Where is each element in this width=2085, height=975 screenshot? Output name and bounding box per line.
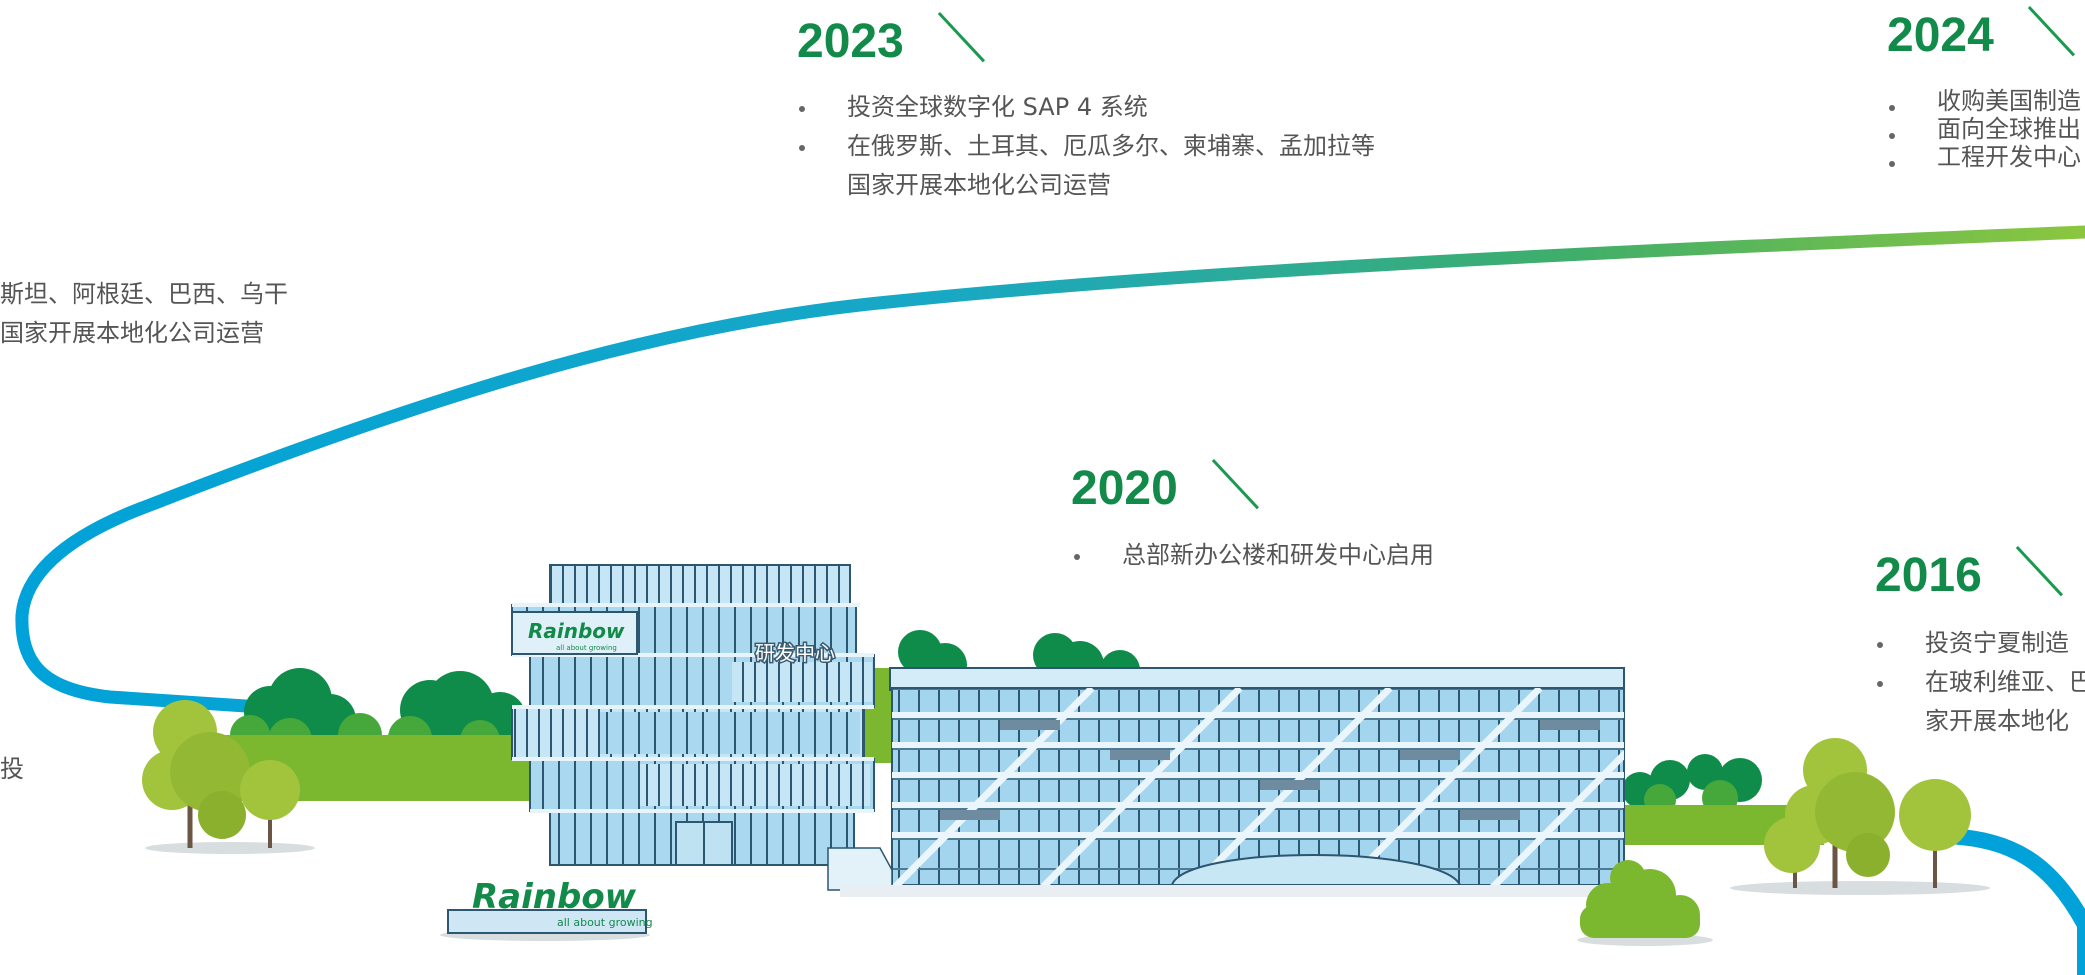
year-2024-item-2: 面向全球推出: [1887, 115, 2081, 143]
rd-center-sign: 研发中心: [755, 641, 835, 665]
timeline-road-lower: [1942, 828, 2085, 975]
year-2023-label: 2023: [797, 15, 904, 68]
year-2024-item-1: 收购美国制造: [1887, 87, 2081, 115]
ground-logo-sign: Rainbow all about growing: [440, 877, 653, 941]
tower-logo-text: Rainbow: [528, 619, 625, 643]
tower-logo-tagline: all about growing: [556, 644, 617, 652]
year-2016-item-2: 在玻利维亚、巴: [1875, 663, 2085, 702]
year-2016-label: 2016: [1875, 549, 1982, 602]
year-2023-item-1: 投资全球数字化 SAP 4 系统: [797, 88, 1375, 127]
rd-tower: Rainbow all about growing 研发中心: [511, 564, 875, 866]
year-2023-list: 投资全球数字化 SAP 4 系统 在俄罗斯、土耳其、厄瓜多尔、柬埔寨、孟加拉等 …: [797, 88, 1375, 205]
year-2016-list: 投资宁夏制造 在玻利维亚、巴 家开展本地化: [1875, 624, 2085, 741]
ground-logo-text: Rainbow: [472, 877, 637, 917]
year-2024-label: 2024: [1887, 9, 1994, 62]
trees-right: [1730, 738, 1990, 895]
year-2016-item-1: 投资宁夏制造: [1875, 624, 2085, 663]
left-fragment-line-3: 投: [0, 755, 24, 783]
year-2020-label: 2020: [1071, 462, 1178, 515]
year-2024-item-3: 工程开发中心: [1887, 143, 2081, 171]
left-fragment-line-1: 斯坦、阿根廷、巴西、乌干: [0, 280, 288, 308]
ground-logo-tagline: all about growing: [557, 916, 653, 929]
bush-front: [1577, 860, 1713, 946]
year-2020-list: 总部新办公楼和研发中心启用: [1072, 536, 1434, 575]
left-fragment-line-2: 国家开展本地化公司运营: [0, 319, 264, 347]
hq-building: [827, 667, 1630, 897]
year-2020-item-1: 总部新办公楼和研发中心启用: [1072, 536, 1434, 575]
timeline-road-upper: [15, 225, 2085, 714]
year-2016-item-2-cont: 家开展本地化: [1925, 707, 2069, 735]
year-2023-item-2: 在俄罗斯、土耳其、厄瓜多尔、柬埔寨、孟加拉等: [797, 127, 1375, 166]
year-2023-item-2-cont: 国家开展本地化公司运营: [847, 171, 1111, 199]
year-2024-list: 收购美国制造 面向全球推出 工程开发中心: [1887, 87, 2081, 171]
trees-left: [142, 700, 315, 854]
